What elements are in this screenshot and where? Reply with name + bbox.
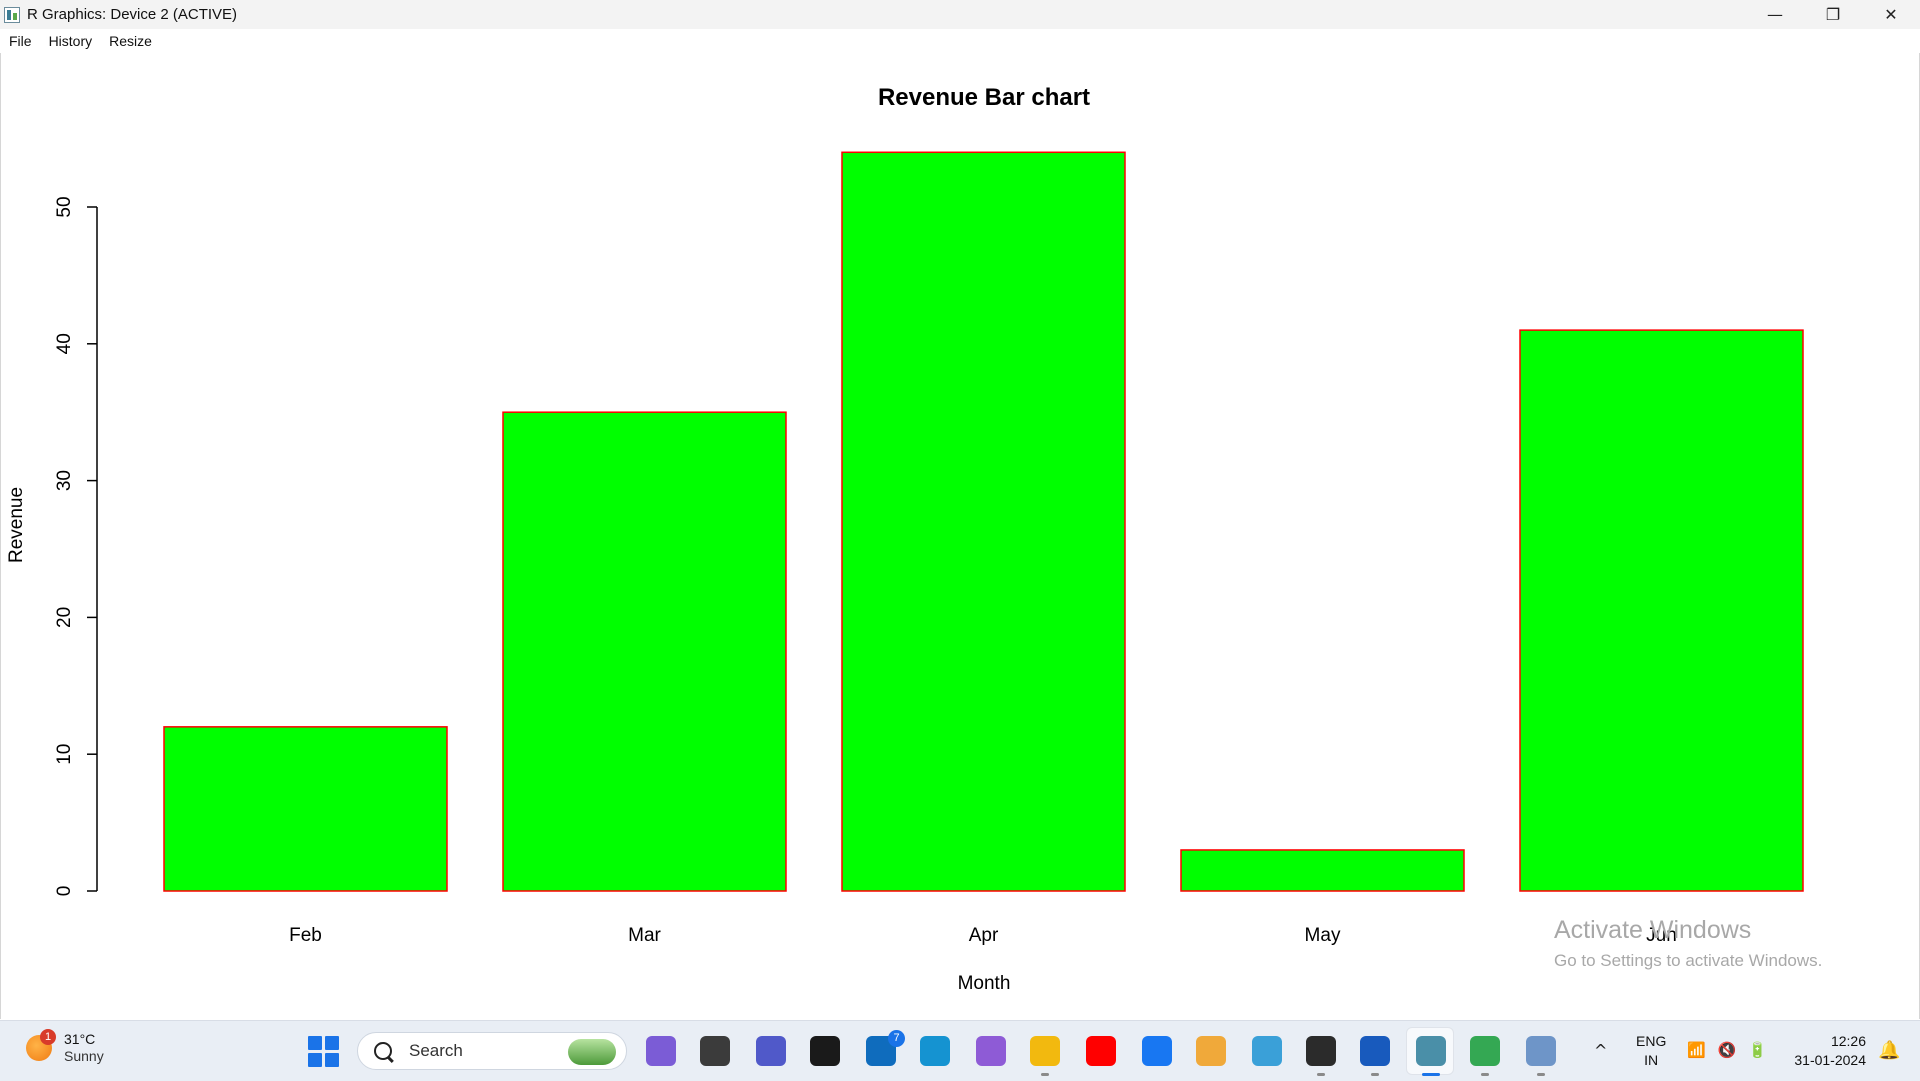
taskbar-search-box[interactable]: Search bbox=[357, 1032, 627, 1070]
watermark-title: Activate Windows bbox=[1554, 916, 1752, 944]
menu-file[interactable]: File bbox=[9, 33, 32, 49]
y-tick-label: 0 bbox=[54, 886, 75, 897]
windows-logo-pane bbox=[308, 1036, 322, 1050]
facebook-icon[interactable] bbox=[1142, 1036, 1172, 1066]
running-app-indicator bbox=[1371, 1073, 1379, 1076]
x-tick-label: Mar bbox=[628, 925, 661, 946]
search-icon bbox=[374, 1042, 392, 1060]
weather-badge: 1 bbox=[40, 1029, 56, 1045]
wifi-icon[interactable]: 📶 bbox=[1687, 1041, 1706, 1059]
y-tick-label: 20 bbox=[54, 607, 75, 628]
bar-apr bbox=[841, 151, 1126, 892]
y-axis-label: Revenue bbox=[6, 487, 27, 563]
running-app-indicator bbox=[1317, 1073, 1325, 1076]
restore-button[interactable]: ❐ bbox=[1825, 5, 1841, 24]
show-hidden-icons-chevron[interactable]: ^ bbox=[1594, 1041, 1608, 1060]
search-highlight-icon bbox=[568, 1039, 616, 1065]
r-app-icon[interactable] bbox=[1526, 1036, 1556, 1066]
weather-condition: Sunny bbox=[64, 1048, 104, 1064]
snipping-tool-icon[interactable] bbox=[1252, 1036, 1282, 1066]
y-tick-label: 40 bbox=[54, 333, 75, 354]
x-tick-label: Apr bbox=[969, 925, 999, 946]
windows-logo-pane bbox=[325, 1053, 339, 1067]
clock-date: 31-01-2024 bbox=[1794, 1052, 1866, 1068]
search-label: Search bbox=[409, 1041, 463, 1060]
r-graphics-app-icon bbox=[4, 6, 20, 23]
start-button[interactable] bbox=[308, 1036, 339, 1067]
r-graphics-icon[interactable] bbox=[1416, 1036, 1446, 1066]
battery-icon[interactable]: 🔋 bbox=[1748, 1041, 1768, 1059]
region-code: IN bbox=[1644, 1052, 1659, 1068]
terminal-icon[interactable] bbox=[1306, 1036, 1336, 1066]
youtube-icon[interactable] bbox=[1086, 1036, 1116, 1066]
running-app-indicator bbox=[1481, 1073, 1489, 1076]
bar-chart: Revenue Bar chart Month Revenue 0 10 20 30 4… bbox=[6, 84, 1804, 994]
sun-icon: 1 bbox=[26, 1029, 56, 1061]
menu-history[interactable]: History bbox=[48, 33, 93, 49]
weather-temp: 31°C bbox=[64, 1031, 96, 1047]
weather-widget[interactable]: 1 31°C Sunny bbox=[26, 1029, 104, 1065]
teams-icon[interactable] bbox=[756, 1036, 786, 1066]
y-axis: 0 10 20 30 40 50 bbox=[54, 196, 98, 897]
close-button[interactable]: ✕ bbox=[1884, 5, 1898, 24]
copilot-icon[interactable] bbox=[646, 1036, 676, 1066]
running-app-indicator bbox=[1041, 1073, 1049, 1076]
language-code: ENG bbox=[1636, 1033, 1667, 1049]
chrome-icon[interactable] bbox=[1470, 1036, 1500, 1066]
window-title-bar: R Graphics: Device 2 (ACTIVE) — ❐ ✕ bbox=[0, 0, 1920, 29]
system-clock[interactable]: 12:26 31-01-2024 bbox=[1784, 1032, 1866, 1070]
copilot-app-icon[interactable] bbox=[976, 1036, 1006, 1066]
x-tick-label: Feb bbox=[289, 925, 322, 946]
bar-feb bbox=[163, 726, 448, 892]
x-tick-labels: Feb Mar Apr May Jun bbox=[289, 925, 1677, 946]
y-tick-label: 10 bbox=[54, 744, 75, 765]
bar-mar bbox=[502, 411, 787, 892]
mail-badge: 7 bbox=[888, 1030, 905, 1047]
dell-icon[interactable] bbox=[810, 1036, 840, 1066]
word-icon[interactable] bbox=[1360, 1036, 1390, 1066]
menu-bar: File History Resize bbox=[0, 29, 1920, 54]
bar-may bbox=[1180, 849, 1465, 892]
x-axis-label: Month bbox=[958, 973, 1011, 994]
windows-logo-pane bbox=[325, 1036, 339, 1050]
system-tray[interactable]: 📶 🔇 🔋 bbox=[1687, 1041, 1767, 1059]
taskbar: 1 31°C Sunny Search 7 ^ ENG IN 📶 🔇 🔋 12:… bbox=[0, 1020, 1920, 1081]
file-explorer-icon[interactable] bbox=[1030, 1036, 1060, 1066]
activate-windows-watermark: Activate Windows Go to Settings to activ… bbox=[1554, 916, 1822, 971]
volume-muted-icon[interactable]: 🔇 bbox=[1717, 1041, 1737, 1059]
x-tick-label: Jun bbox=[1646, 925, 1677, 946]
y-tick-label: 50 bbox=[54, 196, 75, 217]
clock-time: 12:26 bbox=[1830, 1033, 1866, 1049]
minimize-button[interactable]: — bbox=[1767, 5, 1783, 24]
watermark-subtitle: Go to Settings to activate Windows. bbox=[1554, 951, 1823, 970]
bar-jun bbox=[1519, 329, 1804, 892]
notification-bell-icon[interactable]: 🔔 bbox=[1878, 1040, 1901, 1061]
x-tick-label: May bbox=[1305, 925, 1341, 946]
language-indicator[interactable]: ENG IN bbox=[1636, 1032, 1666, 1070]
y-tick-label: 30 bbox=[54, 470, 75, 491]
window-controls: — ❐ ✕ bbox=[1746, 0, 1920, 29]
chart-title: Revenue Bar chart bbox=[878, 84, 1090, 111]
running-app-indicator bbox=[1537, 1073, 1545, 1076]
window-title: R Graphics: Device 2 (ACTIVE) bbox=[27, 6, 238, 23]
menu-resize[interactable]: Resize bbox=[109, 33, 152, 49]
edge-icon[interactable] bbox=[920, 1036, 950, 1066]
active-app-indicator bbox=[1422, 1073, 1440, 1076]
windows-logo-pane bbox=[308, 1053, 322, 1067]
task-view-icon[interactable] bbox=[700, 1036, 730, 1066]
bars bbox=[163, 151, 1804, 892]
bookmark-app-icon[interactable] bbox=[1196, 1036, 1226, 1066]
